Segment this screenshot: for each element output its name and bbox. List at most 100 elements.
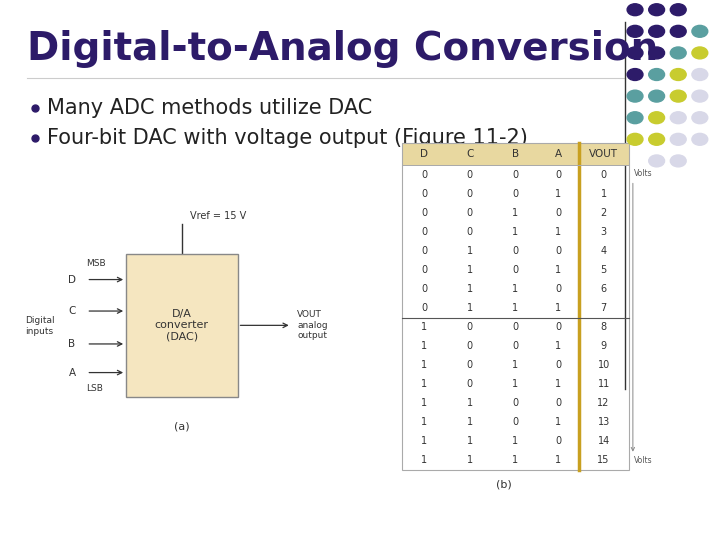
Text: Vref = 15 V: Vref = 15 V [190,211,247,221]
Text: 0: 0 [512,189,518,199]
Text: 0: 0 [467,170,473,180]
Text: 3: 3 [600,227,607,237]
Text: 0: 0 [467,341,473,351]
Circle shape [649,25,665,37]
Text: VOUT: VOUT [589,149,618,159]
Bar [402,143,629,165]
Text: 1: 1 [600,189,607,199]
Text: 0: 0 [555,436,562,446]
Text: 0: 0 [421,170,428,180]
Text: 0: 0 [555,398,562,408]
Text: 1: 1 [467,265,473,275]
Text: 9: 9 [600,341,607,351]
Text: 1: 1 [421,398,428,408]
Text: 1: 1 [421,436,428,446]
Text: 1: 1 [467,436,473,446]
Text: 0: 0 [421,189,428,199]
Text: Volts: Volts [634,169,652,178]
Text: 0: 0 [512,265,518,275]
Text: 1: 1 [512,455,518,465]
Text: 2: 2 [600,208,607,218]
Text: 0: 0 [555,284,562,294]
Circle shape [649,47,665,59]
Text: 13: 13 [598,417,610,427]
Text: C: C [466,149,474,159]
Circle shape [670,90,686,102]
Text: D: D [68,274,76,285]
Text: 0: 0 [555,246,562,256]
Text: 1: 1 [512,360,518,370]
Text: Four-bit DAC with voltage output (Figure 11-2): Four-bit DAC with voltage output (Figure… [47,127,528,148]
Text: 1: 1 [467,284,473,294]
Text: 6: 6 [600,284,607,294]
Text: 1: 1 [467,303,473,313]
Circle shape [627,47,643,59]
Text: 0: 0 [512,417,518,427]
Text: 0: 0 [467,189,473,199]
Circle shape [627,90,643,102]
Text: 0: 0 [555,170,562,180]
Circle shape [670,69,686,80]
Text: 0: 0 [421,246,428,256]
Text: Digital
inputs: Digital inputs [24,316,55,336]
Bar [402,143,629,470]
Text: 1: 1 [512,284,518,294]
Circle shape [649,112,665,124]
Text: 0: 0 [467,227,473,237]
Text: 1: 1 [555,455,562,465]
Text: B: B [68,339,76,349]
Text: LSB: LSB [86,384,103,394]
Text: 0: 0 [600,170,607,180]
Circle shape [670,25,686,37]
Circle shape [670,47,686,59]
Circle shape [649,4,665,16]
Circle shape [627,112,643,124]
Text: 0: 0 [512,398,518,408]
Circle shape [692,90,708,102]
Text: 4: 4 [600,246,607,256]
Text: 0: 0 [421,227,428,237]
Text: 1: 1 [467,417,473,427]
Text: 1: 1 [421,322,428,332]
Text: 1: 1 [421,360,428,370]
Circle shape [692,47,708,59]
Circle shape [649,133,665,145]
Text: 1: 1 [512,303,518,313]
Text: 1: 1 [555,341,562,351]
Circle shape [692,112,708,124]
Text: 0: 0 [421,303,428,313]
Text: Many ADC methods utilize DAC: Many ADC methods utilize DAC [47,98,372,118]
Text: 14: 14 [598,436,610,446]
Text: B: B [512,149,518,159]
Text: 5: 5 [600,265,607,275]
Text: 0: 0 [555,360,562,370]
Text: 15: 15 [598,455,610,465]
Circle shape [670,133,686,145]
Text: 1: 1 [555,227,562,237]
Text: 0: 0 [512,170,518,180]
Text: 1: 1 [555,417,562,427]
Circle shape [649,155,665,167]
Text: 0: 0 [512,341,518,351]
Text: 0: 0 [467,360,473,370]
Text: 0: 0 [467,379,473,389]
Text: 10: 10 [598,360,610,370]
Circle shape [670,4,686,16]
Text: MSB: MSB [86,259,106,268]
Text: (a): (a) [174,422,189,431]
Circle shape [627,25,643,37]
Text: 1: 1 [512,436,518,446]
Text: A: A [68,368,76,377]
Text: 1: 1 [512,379,518,389]
Text: 0: 0 [467,322,473,332]
Text: 0: 0 [555,322,562,332]
Text: 0: 0 [467,208,473,218]
Text: 8: 8 [600,322,607,332]
Text: 7: 7 [600,303,607,313]
Text: 12: 12 [598,398,610,408]
Text: 0: 0 [512,322,518,332]
Circle shape [692,25,708,37]
Text: C: C [68,306,76,316]
Text: (b): (b) [496,480,512,490]
Text: 11: 11 [598,379,610,389]
